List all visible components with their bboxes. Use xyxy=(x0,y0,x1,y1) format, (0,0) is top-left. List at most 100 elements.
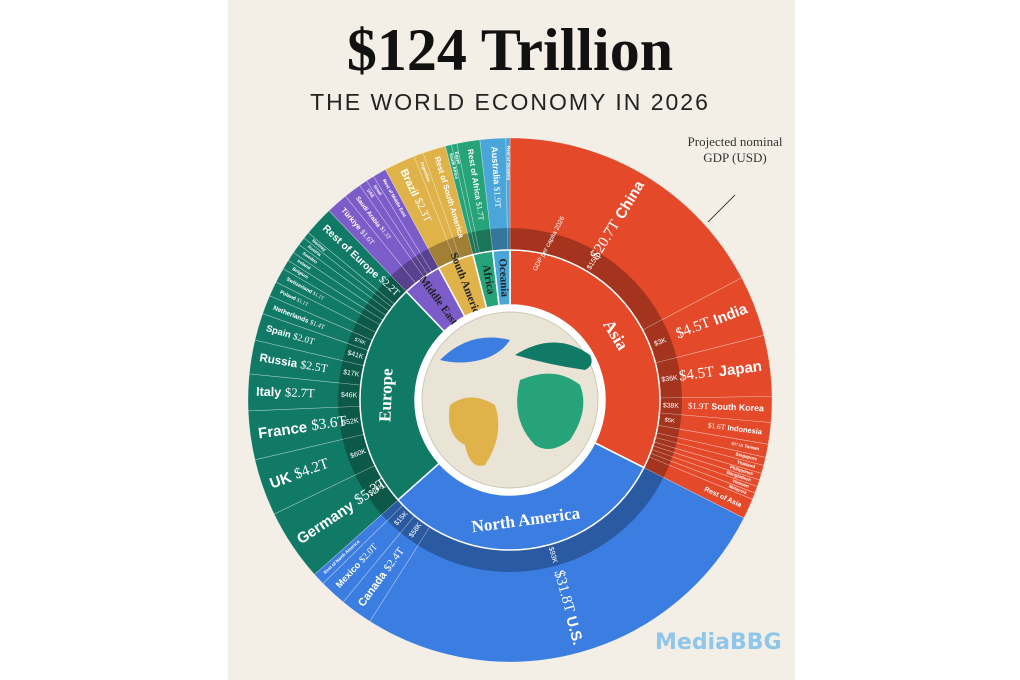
country-value: $3.6T xyxy=(310,414,347,435)
per-capita-band xyxy=(377,275,407,305)
country-label: $1.9T South Korea xyxy=(688,401,764,414)
country-label: Russia$2.5T xyxy=(258,351,328,376)
per-capita-band xyxy=(374,290,395,308)
per-capita-band xyxy=(471,231,480,254)
per-capita-label: $3K xyxy=(653,337,667,348)
country-label: Philippines xyxy=(729,465,754,477)
globe-land xyxy=(449,397,499,466)
country-label: $971BTaiwan xyxy=(731,441,760,452)
country-label: Egypt xyxy=(454,151,462,165)
country-label: Australia $1.9T xyxy=(489,146,503,208)
country-label: Malaysia xyxy=(728,484,748,496)
per-capita-band xyxy=(656,425,680,438)
per-capita-band xyxy=(391,266,416,292)
country-name: Taiwan xyxy=(744,444,760,452)
country-name: Egypt xyxy=(454,151,462,165)
country-name: Australia xyxy=(489,146,501,184)
country-name: Vietnam xyxy=(732,478,750,489)
per-capita-band xyxy=(338,406,364,440)
per-capita-label: $36K xyxy=(661,375,678,384)
per-capita-band xyxy=(338,382,361,408)
per-capita-band xyxy=(507,228,510,251)
country-label: South Africa xyxy=(448,152,459,179)
per-capita-band xyxy=(342,434,375,475)
per-capita-label: $38K xyxy=(663,402,680,410)
per-capita-band xyxy=(401,259,424,284)
country-name: Russia xyxy=(258,351,298,370)
per-capita-band xyxy=(352,322,377,341)
per-capita-label: $93K xyxy=(547,546,558,564)
per-capita-band xyxy=(428,239,456,269)
per-capita-band xyxy=(467,232,477,255)
country-name: Thailand xyxy=(736,460,755,470)
per-capita-label: $52K xyxy=(342,418,359,427)
per-capita-band xyxy=(361,308,384,325)
chart-title: $124 Trillion xyxy=(347,17,673,83)
region-label: Europe xyxy=(375,368,396,423)
per-capita-band xyxy=(653,437,677,449)
globe-land xyxy=(517,373,584,449)
per-capita-band xyxy=(415,253,432,275)
country-label: Italy $2.7T xyxy=(256,384,315,400)
per-capita-band xyxy=(651,445,674,457)
country-name: Israel xyxy=(372,184,383,197)
per-capita-band xyxy=(652,442,676,453)
country-name: Italy xyxy=(256,385,282,400)
country-label: France $3.6T xyxy=(257,413,348,442)
per-capita-label: $46K xyxy=(341,392,358,399)
country-name: Singapore xyxy=(735,452,758,462)
per-capita-band xyxy=(347,331,373,351)
watermark: MediaBBG xyxy=(655,630,782,655)
region-label: Oceania xyxy=(496,258,510,298)
country-label: Israel xyxy=(372,184,383,197)
chart-subtitle: THE WORLD ECONOMY IN 2026 xyxy=(310,89,710,115)
per-capita-band xyxy=(411,256,428,278)
country-label: Vietnam xyxy=(732,478,750,489)
per-capita-band xyxy=(447,237,461,261)
per-capita-label: $41K xyxy=(346,350,364,361)
annotation-arrow xyxy=(707,194,736,223)
country-value: $971B xyxy=(731,441,744,448)
country-value: $2.5T xyxy=(300,358,329,375)
per-capita-band xyxy=(381,499,403,521)
per-capita-label: $5K xyxy=(664,417,675,424)
country-name: France xyxy=(257,419,308,443)
country-label: $4.5T Japan xyxy=(678,358,763,386)
country-value: $1.6T xyxy=(707,420,726,431)
per-capita-band xyxy=(342,343,369,366)
country-name: Japan xyxy=(718,358,763,381)
per-capita-band xyxy=(400,515,430,546)
per-capita-band xyxy=(655,432,678,443)
per-capita-band xyxy=(650,449,673,462)
per-capita-band xyxy=(356,313,381,333)
annotation: Projected nominal GDP (USD) xyxy=(687,134,783,165)
per-capita-band xyxy=(364,303,387,321)
country-name: South Africa xyxy=(448,152,459,179)
per-capita-label: $17K xyxy=(342,369,360,379)
per-capita-band xyxy=(642,319,677,363)
per-capita-band xyxy=(657,412,682,430)
per-capita-band xyxy=(355,465,399,515)
country-value: $1.7T xyxy=(474,201,486,221)
per-capita-band xyxy=(490,228,508,251)
country-name: UK xyxy=(268,469,294,492)
country-value: $1.9T xyxy=(492,187,503,209)
country-name: UAE xyxy=(366,188,375,199)
per-capita-band xyxy=(420,248,439,272)
per-capita-label: $78K xyxy=(353,337,367,347)
per-capita-band xyxy=(338,360,364,386)
country-label: UAE xyxy=(366,188,375,199)
per-capita-band xyxy=(452,233,474,259)
country-name: Rest of Oceania xyxy=(506,146,511,181)
country-label: Rest of Oceania xyxy=(506,146,511,181)
per-capita-band xyxy=(655,357,682,398)
per-capita-band xyxy=(659,397,682,415)
per-capita-band xyxy=(643,456,670,478)
country-value: $4.5T xyxy=(678,365,715,386)
per-capita-band xyxy=(510,228,663,331)
country-value: $1.9T xyxy=(688,401,710,412)
country-name: Indonesia xyxy=(727,423,763,436)
globe-land xyxy=(515,342,592,370)
